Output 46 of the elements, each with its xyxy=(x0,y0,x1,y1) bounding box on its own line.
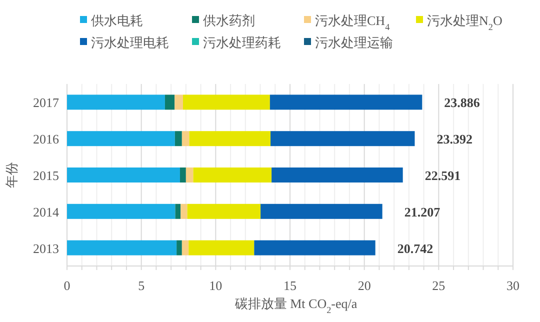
y-tick-label: 2017 xyxy=(33,95,60,110)
bar xyxy=(182,94,270,110)
y-axis-title: 年份 xyxy=(4,162,19,188)
x-tick-label: 10 xyxy=(209,278,222,293)
bar xyxy=(187,204,261,219)
bar xyxy=(67,94,165,110)
bar xyxy=(67,131,175,146)
x-tick-label: 25 xyxy=(432,278,446,293)
bar xyxy=(67,168,180,182)
y-tick-label: 2016 xyxy=(33,132,60,147)
y-tick-label: 2015 xyxy=(33,168,59,183)
bar xyxy=(270,131,415,146)
bar xyxy=(180,168,186,182)
bar xyxy=(189,131,271,146)
bar xyxy=(176,240,182,256)
bar xyxy=(175,204,181,219)
total-label: 22.591 xyxy=(424,168,461,183)
bar xyxy=(182,240,189,256)
total-label: 23.392 xyxy=(436,132,472,147)
y-tick-label: 2013 xyxy=(33,240,59,256)
bar xyxy=(260,204,382,219)
bar xyxy=(67,204,176,219)
bar xyxy=(272,168,403,182)
legend-label: 供水电耗 xyxy=(91,13,143,28)
x-tick-label: 15 xyxy=(284,278,296,293)
bar xyxy=(186,168,194,182)
bar xyxy=(270,94,422,110)
bar xyxy=(174,131,182,146)
legend-label: 供水药剂 xyxy=(203,13,255,28)
bar xyxy=(180,204,188,219)
bar xyxy=(182,131,190,146)
bar xyxy=(67,240,177,256)
total-label: 20.742 xyxy=(397,240,434,256)
x-tick-label: 20 xyxy=(358,278,371,293)
bar xyxy=(188,240,254,256)
bar xyxy=(174,94,183,110)
bar xyxy=(254,240,376,256)
bar xyxy=(164,94,175,110)
x-tick-label: 5 xyxy=(138,278,145,293)
total-label: 23.886 xyxy=(444,95,480,110)
bar xyxy=(193,168,272,182)
total-label: 21.207 xyxy=(404,204,441,220)
x-tick-label: 30 xyxy=(506,278,520,293)
x-axis-title: 碳排放量 Mt CO$_{2}$-eq/a xyxy=(234,296,358,315)
x-tick-label: 0 xyxy=(64,278,70,293)
y-tick-label: 2014 xyxy=(33,204,60,220)
